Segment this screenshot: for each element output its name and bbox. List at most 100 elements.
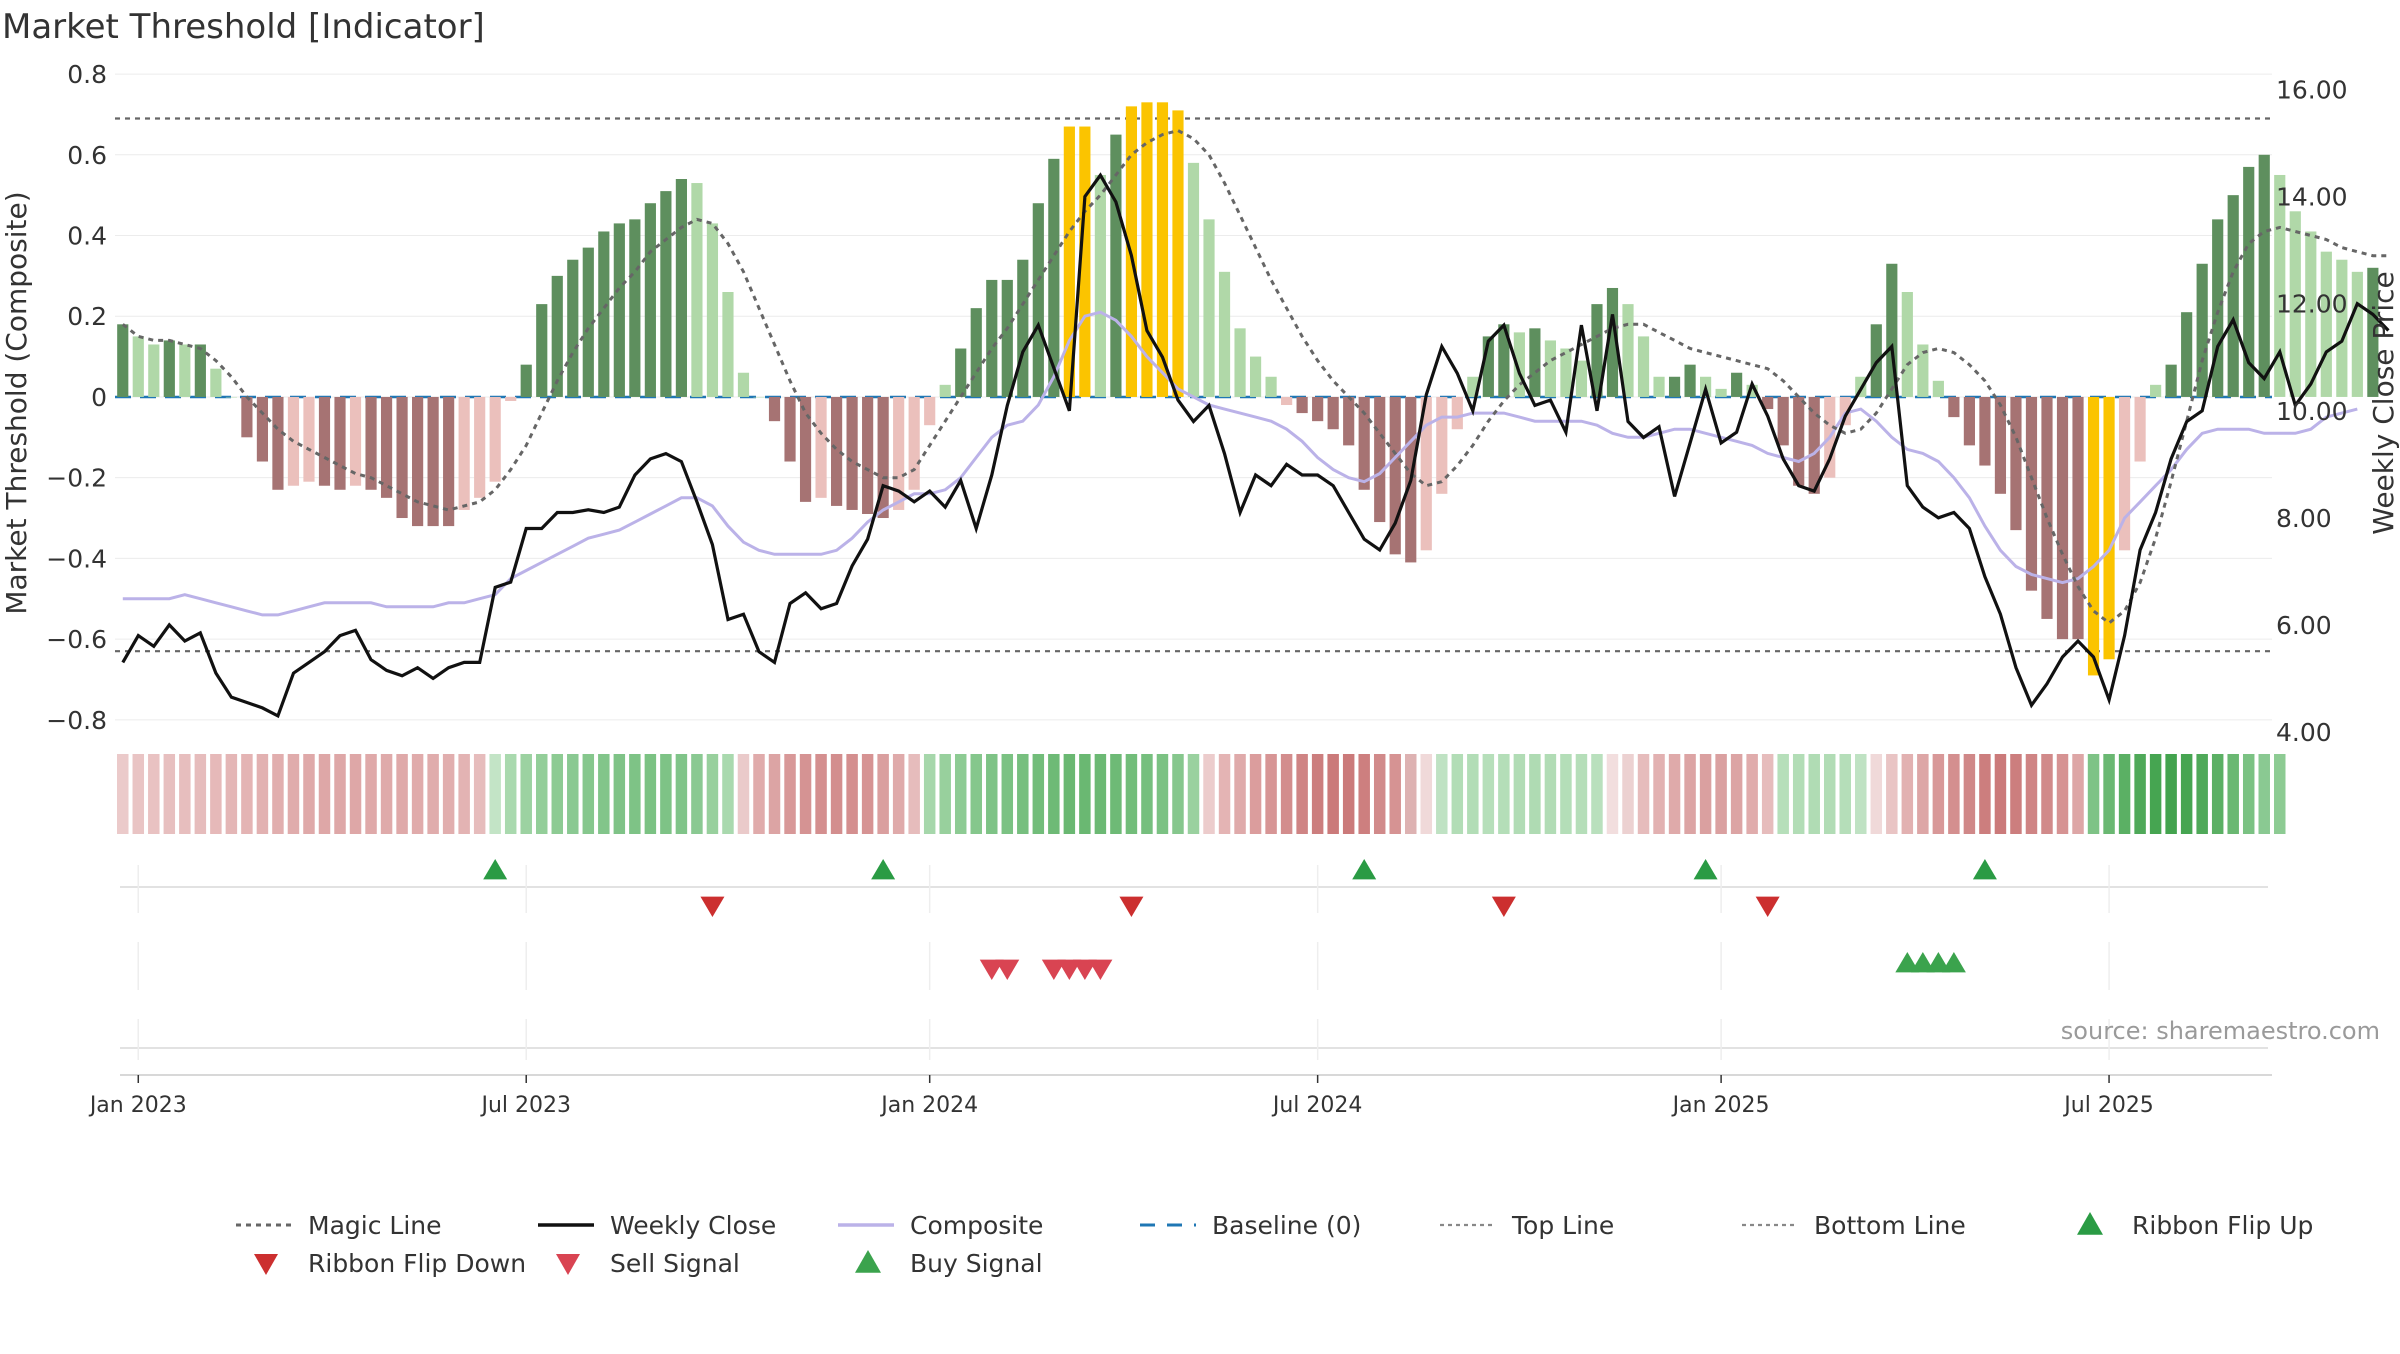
histogram-bar — [924, 396, 936, 426]
ribbon-cell — [613, 754, 626, 834]
legend-item: Baseline (0) — [1140, 1211, 1361, 1240]
ribbon-cell — [504, 754, 517, 834]
buy-signal-marker — [1941, 952, 1966, 973]
histogram-bar — [1668, 376, 1681, 397]
ribbon-cell — [675, 754, 688, 834]
histogram-bar — [1839, 396, 1851, 426]
ribbon-cell — [396, 754, 408, 834]
legend-item: Ribbon Flip Down — [254, 1249, 526, 1278]
y-tick-label: −0.8 — [46, 706, 107, 735]
ribbon-flip-up-marker — [483, 859, 508, 880]
histogram-bar — [2165, 364, 2177, 397]
histogram-bar — [1606, 287, 1619, 397]
histogram-bar — [970, 308, 982, 397]
ribbon-cell — [2103, 754, 2115, 834]
histogram-bar — [1110, 134, 1122, 397]
legend-swatch — [2077, 1212, 2103, 1235]
histogram-bar — [1777, 396, 1789, 446]
ribbon-cell — [1994, 754, 2007, 834]
ribbon-cell — [1948, 754, 1960, 834]
x-axis: Jan 2023 Jul 2023 Jan 2024 Jul 2024 Jan 2025… — [88, 1075, 2154, 1118]
histogram-bar — [1265, 376, 1277, 397]
ribbon-cell — [1172, 754, 1184, 834]
histogram-bar — [1637, 336, 1650, 397]
signal-lanes — [120, 865, 2272, 1076]
histogram-bar — [1715, 388, 1727, 397]
ribbon-flip-down-marker — [1119, 896, 1144, 917]
histogram-bar — [2150, 384, 2162, 397]
histogram-bar — [412, 396, 424, 527]
ribbon-flip-down-marker — [1755, 896, 1780, 917]
ribbon-cell — [1017, 754, 1029, 834]
ribbon-flip-down-marker — [1491, 896, 1516, 917]
ribbon-cell — [1591, 754, 1603, 834]
y-axis-label: Market Threshold (Composite) — [0, 191, 33, 614]
ribbon-cell — [722, 754, 734, 834]
histogram-bar — [443, 396, 455, 527]
buy-signal-marker — [1895, 952, 1920, 973]
ribbon-cell — [1513, 754, 1526, 834]
histogram-bar — [753, 396, 765, 398]
ribbon-cell — [784, 754, 796, 834]
histogram-bar — [2041, 396, 2053, 619]
histogram-bar — [427, 396, 439, 527]
ribbon-cell — [2149, 754, 2162, 834]
ribbon-cell — [303, 754, 315, 834]
histogram-bar — [1281, 396, 1293, 406]
x-tick-label: Jul 2023 — [479, 1093, 571, 1118]
histogram-bar — [1094, 174, 1106, 397]
histogram-bar — [1793, 396, 1805, 486]
x-tick-label: Jan 2024 — [879, 1093, 978, 1118]
histogram-bar — [132, 336, 144, 397]
histogram-bar — [2118, 396, 2131, 551]
histogram-bar — [2134, 396, 2146, 462]
histogram-bar — [505, 396, 517, 401]
histogram-bars — [117, 102, 2379, 676]
ribbon-cell — [923, 754, 936, 834]
magic-line — [121, 129, 2389, 625]
ribbon-cell — [1079, 754, 1091, 834]
legend-item: Top Line — [1440, 1211, 1614, 1240]
histogram-bar — [1358, 396, 1370, 490]
histogram-bar — [1327, 396, 1339, 430]
ribbon-cell — [1249, 754, 1262, 834]
ribbon-cell — [1715, 754, 1727, 834]
sell-signal-marker — [1072, 959, 1097, 980]
histogram-bar — [1172, 110, 1184, 397]
ribbon-cell — [427, 754, 439, 834]
histogram-bar — [256, 396, 269, 462]
ribbon-cell — [1203, 754, 1215, 834]
ribbon-cell — [2227, 754, 2239, 834]
histogram-bar — [2103, 396, 2115, 660]
ribbon-cell — [1761, 754, 1774, 834]
histogram-bar — [1731, 372, 1743, 397]
histogram-bar — [1886, 263, 1898, 397]
ribbon-cell — [1498, 754, 1510, 834]
ribbon-cell — [861, 754, 874, 834]
ribbon-cell — [520, 754, 532, 834]
histogram-bar — [582, 247, 594, 397]
ribbon-cell — [1870, 754, 1883, 834]
ribbon-cell — [2211, 754, 2224, 834]
histogram-bar — [722, 292, 734, 397]
ribbon-cell — [194, 754, 207, 834]
histogram-bar — [2289, 211, 2301, 397]
ribbon-cell — [1218, 754, 1231, 834]
ribbon-cell — [1808, 754, 1820, 834]
histogram-bar — [1979, 396, 1991, 466]
sell-signal-marker — [979, 959, 1004, 980]
ribbon-cell — [1405, 754, 1417, 834]
histogram-bar — [644, 203, 656, 397]
ribbon-cell — [1668, 754, 1681, 834]
ribbon-flip-up-marker — [871, 859, 896, 880]
histogram-bar — [862, 396, 874, 514]
histogram-bar — [1001, 279, 1013, 397]
histogram-bar — [1343, 396, 1355, 446]
ribbon-cell — [2180, 754, 2193, 834]
histogram-bar — [520, 364, 532, 397]
histogram-bar — [474, 396, 486, 498]
ribbon-cell — [2072, 754, 2084, 834]
legend-swatch — [556, 1254, 580, 1275]
y2-tick-label: 6.00 — [2276, 611, 2332, 640]
